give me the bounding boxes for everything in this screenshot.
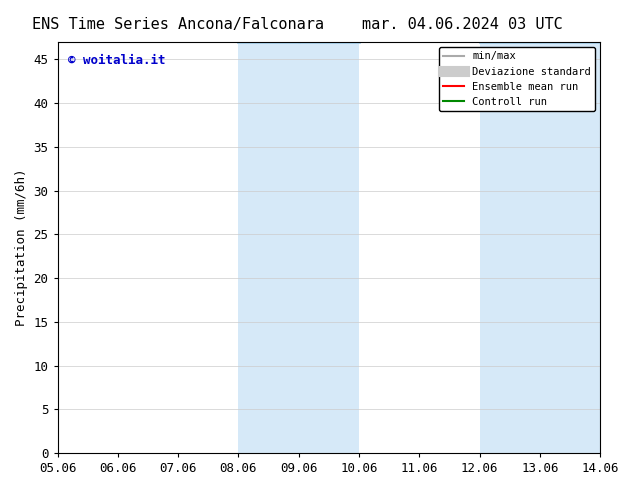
Bar	[540, 42, 600, 453]
Text: ENS Time Series Ancona/Falconara: ENS Time Series Ancona/Falconara	[32, 17, 323, 32]
Bar	[480, 42, 540, 453]
Y-axis label: Precipitation (mm/6h): Precipitation (mm/6h)	[15, 169, 28, 326]
Legend: min/max, Deviazione standard, Ensemble mean run, Controll run: min/max, Deviazione standard, Ensemble m…	[439, 47, 595, 111]
Text: © woitalia.it: © woitalia.it	[68, 54, 166, 67]
Bar	[299, 42, 359, 453]
Bar	[238, 42, 299, 453]
Text: mar. 04.06.2024 03 UTC: mar. 04.06.2024 03 UTC	[363, 17, 563, 32]
